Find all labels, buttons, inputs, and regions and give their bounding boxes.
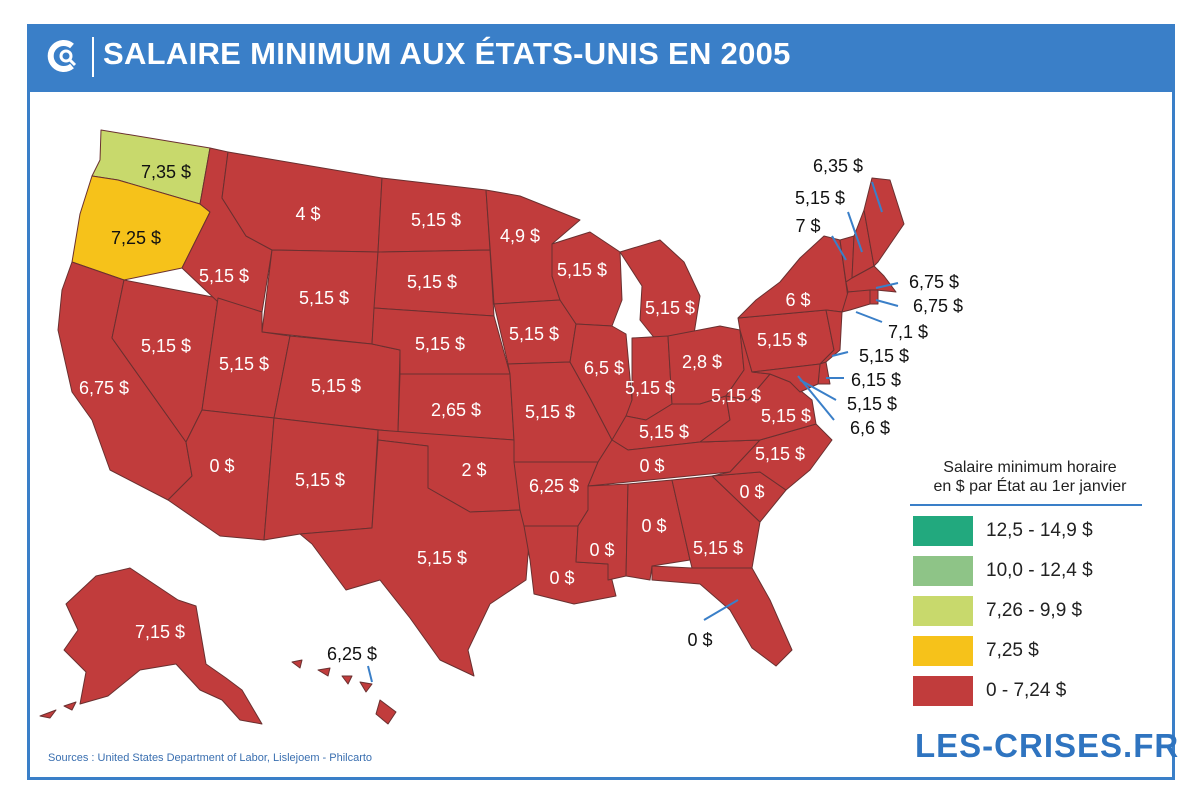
label-kentucky: 5,15 $ [639,422,689,442]
leader-vermont [831,235,847,261]
label-alaska: 7,15 $ [135,622,185,642]
label-pennsylvania: 5,15 $ [757,330,807,350]
label-indiana: 5,15 $ [625,378,675,398]
legend-title-line2: en $ par État au 1er janvier [933,478,1127,495]
label-idaho: 5,15 $ [199,266,249,286]
legend-label: 7,26 - 9,9 $ [986,600,1083,621]
les-crises-logo-icon [47,40,77,72]
sources-note: Sources : United States Department of La… [48,752,373,764]
label-wyoming: 5,15 $ [299,288,349,308]
label-new-york: 6 $ [785,290,810,310]
state-alaska [63,567,263,725]
label-arkansas: 6,25 $ [529,476,579,496]
label-california: 6,75 $ [79,378,129,398]
label-michigan: 5,15 $ [645,298,695,318]
state-hawaii [291,659,397,725]
leader-maine [871,181,883,213]
label-massachusetts: 6,75 $ [909,272,959,292]
label-north-carolina: 5,15 $ [755,444,805,464]
label-maryland: 5,15 $ [847,394,897,414]
label-nebraska: 5,15 $ [415,334,465,354]
state-connecticut [841,289,871,313]
legend-title-line1: Salaire minimum horaire [943,459,1117,476]
label-rhode-island: 6,75 $ [913,296,963,316]
label-new-hampshire: 5,15 $ [795,188,845,208]
label-dc: 6,6 $ [850,418,890,438]
leader-connecticut [855,311,883,323]
label-south-dakota: 5,15 $ [407,272,457,292]
label-texas: 5,15 $ [417,548,467,568]
label-arizona: 0 $ [209,456,234,476]
legend-swatch [913,516,973,546]
state-texas [299,439,531,677]
legend-swatch [913,556,973,586]
leader-massachusetts [875,282,899,289]
state-rhode-island [869,289,879,305]
label-georgia: 5,15 $ [693,538,743,558]
label-louisiana: 0 $ [549,568,574,588]
label-maine: 6,35 $ [813,156,863,176]
label-alabama: 0 $ [641,516,666,536]
state-maryland [751,363,821,393]
legend-swatch [913,676,973,706]
leader-florida [703,599,739,621]
label-wisconsin: 5,15 $ [557,260,607,280]
leader-dc [797,375,835,421]
label-washington: 7,35 $ [141,162,191,182]
legend-divider [910,504,1142,506]
leader-new-hampshire [847,211,863,253]
legend-label: 7,25 $ [986,640,1039,661]
label-virginia: 5,15 $ [761,406,811,426]
label-new-mexico: 5,15 $ [295,470,345,490]
state-michigan [619,239,701,341]
alaska-islands [39,701,77,719]
title-bar [27,24,1175,92]
label-mississippi: 0 $ [589,540,614,560]
legend-label: 12,5 - 14,9 $ [986,520,1093,541]
label-oregon: 7,25 $ [111,228,161,248]
label-hawaii: 6,25 $ [327,644,377,664]
legend-label: 0 - 7,24 $ [986,680,1067,701]
leader-rhode-island [875,299,899,307]
label-colorado: 5,15 $ [311,376,361,396]
label-west-virginia: 5,15 $ [711,386,761,406]
label-iowa: 5,15 $ [509,324,559,344]
state-florida [651,565,793,667]
label-illinois: 6,5 $ [584,358,624,378]
label-vermont: 7 $ [795,216,820,236]
label-south-carolina: 0 $ [739,482,764,502]
brand-logo[interactable]: LES-CRISES.FR [915,727,1180,764]
label-missouri: 5,15 $ [525,402,575,422]
label-new-jersey: 5,15 $ [859,346,909,366]
label-montana: 4 $ [295,204,320,224]
label-minnesota: 4,9 $ [500,226,540,246]
legend-title: Salaire minimum horaire en $ par État au… [913,458,1147,496]
label-nevada: 5,15 $ [141,336,191,356]
label-kansas: 2,65 $ [431,400,481,420]
legend-swatch [913,636,973,666]
label-connecticut: 7,1 $ [888,322,928,342]
legend-swatch [913,596,973,626]
label-florida: 0 $ [687,630,712,650]
label-north-dakota: 5,15 $ [411,210,461,230]
map-title: SALAIRE MINIMUM AUX ÉTATS-UNIS EN 2005 [103,36,791,71]
label-utah: 5,15 $ [219,354,269,374]
label-ohio: 2,8 $ [682,352,722,372]
leader-maryland [799,379,837,401]
leader-new-jersey [831,351,849,357]
label-delaware: 6,15 $ [851,370,901,390]
label-tennessee: 0 $ [639,456,664,476]
label-oklahoma: 2 $ [461,460,486,480]
title-separator [92,37,94,77]
legend-label: 10,0 - 12,4 $ [986,560,1093,581]
leader-hawaii [367,665,373,683]
